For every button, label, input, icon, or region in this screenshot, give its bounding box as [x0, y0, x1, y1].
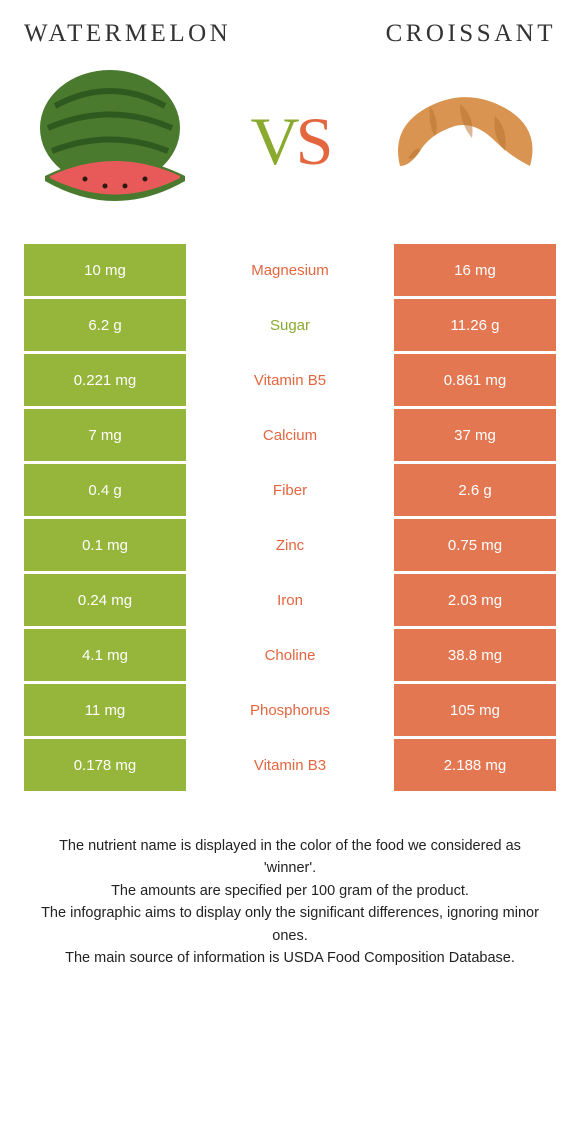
nutrient-row: 11 mgPhosphorus105 mg — [24, 684, 556, 736]
right-value: 0.861 mg — [394, 354, 556, 406]
nutrient-label: Phosphorus — [189, 684, 391, 736]
nutrient-row: 10 mgMagnesium16 mg — [24, 244, 556, 296]
left-value: 4.1 mg — [24, 629, 186, 681]
nutrient-label: Calcium — [189, 409, 391, 461]
nutrient-label: Magnesium — [189, 244, 391, 296]
left-food-title: WATERMELON — [24, 20, 231, 48]
right-food-title: CROISSANT — [386, 20, 556, 48]
left-value: 10 mg — [24, 244, 186, 296]
left-value: 0.1 mg — [24, 519, 186, 571]
left-value: 0.178 mg — [24, 739, 186, 791]
watermelon-icon — [30, 66, 200, 216]
right-value: 2.6 g — [394, 464, 556, 516]
croissant-icon — [380, 66, 550, 216]
nutrient-label: Vitamin B3 — [189, 739, 391, 791]
nutrient-row: 4.1 mgCholine38.8 mg — [24, 629, 556, 681]
vs-s: S — [296, 103, 330, 179]
right-value: 2.03 mg — [394, 574, 556, 626]
footnote-line: The amounts are specified per 100 gram o… — [34, 880, 546, 902]
header: WATERMELON CROISSANT — [24, 20, 556, 48]
left-value: 7 mg — [24, 409, 186, 461]
right-value: 0.75 mg — [394, 519, 556, 571]
left-value: 0.24 mg — [24, 574, 186, 626]
vs-v: V — [251, 103, 296, 179]
left-value: 11 mg — [24, 684, 186, 736]
nutrient-row: 0.1 mgZinc0.75 mg — [24, 519, 556, 571]
nutrient-label: Sugar — [189, 299, 391, 351]
nutrient-label: Choline — [189, 629, 391, 681]
right-value: 16 mg — [394, 244, 556, 296]
nutrient-label: Fiber — [189, 464, 391, 516]
nutrient-label: Vitamin B5 — [189, 354, 391, 406]
nutrient-row: 0.4 gFiber2.6 g — [24, 464, 556, 516]
nutrient-row: 0.24 mgIron2.03 mg — [24, 574, 556, 626]
nutrient-row: 7 mgCalcium37 mg — [24, 409, 556, 461]
footnote-line: The nutrient name is displayed in the co… — [34, 835, 546, 880]
right-value: 37 mg — [394, 409, 556, 461]
nutrient-label: Zinc — [189, 519, 391, 571]
right-value: 2.188 mg — [394, 739, 556, 791]
images-row: VS — [24, 66, 556, 216]
footnote-line: The infographic aims to display only the… — [34, 902, 546, 947]
nutrient-table: 10 mgMagnesium16 mg6.2 gSugar11.26 g0.22… — [24, 244, 556, 791]
left-value: 6.2 g — [24, 299, 186, 351]
nutrient-row: 0.221 mgVitamin B50.861 mg — [24, 354, 556, 406]
vs-label: VS — [251, 102, 330, 181]
right-value: 38.8 mg — [394, 629, 556, 681]
nutrient-row: 0.178 mgVitamin B32.188 mg — [24, 739, 556, 791]
right-value: 11.26 g — [394, 299, 556, 351]
left-value: 0.4 g — [24, 464, 186, 516]
right-value: 105 mg — [394, 684, 556, 736]
nutrient-row: 6.2 gSugar11.26 g — [24, 299, 556, 351]
footnote: The nutrient name is displayed in the co… — [24, 835, 556, 970]
footnote-line: The main source of information is USDA F… — [34, 947, 546, 969]
nutrient-label: Iron — [189, 574, 391, 626]
left-value: 0.221 mg — [24, 354, 186, 406]
